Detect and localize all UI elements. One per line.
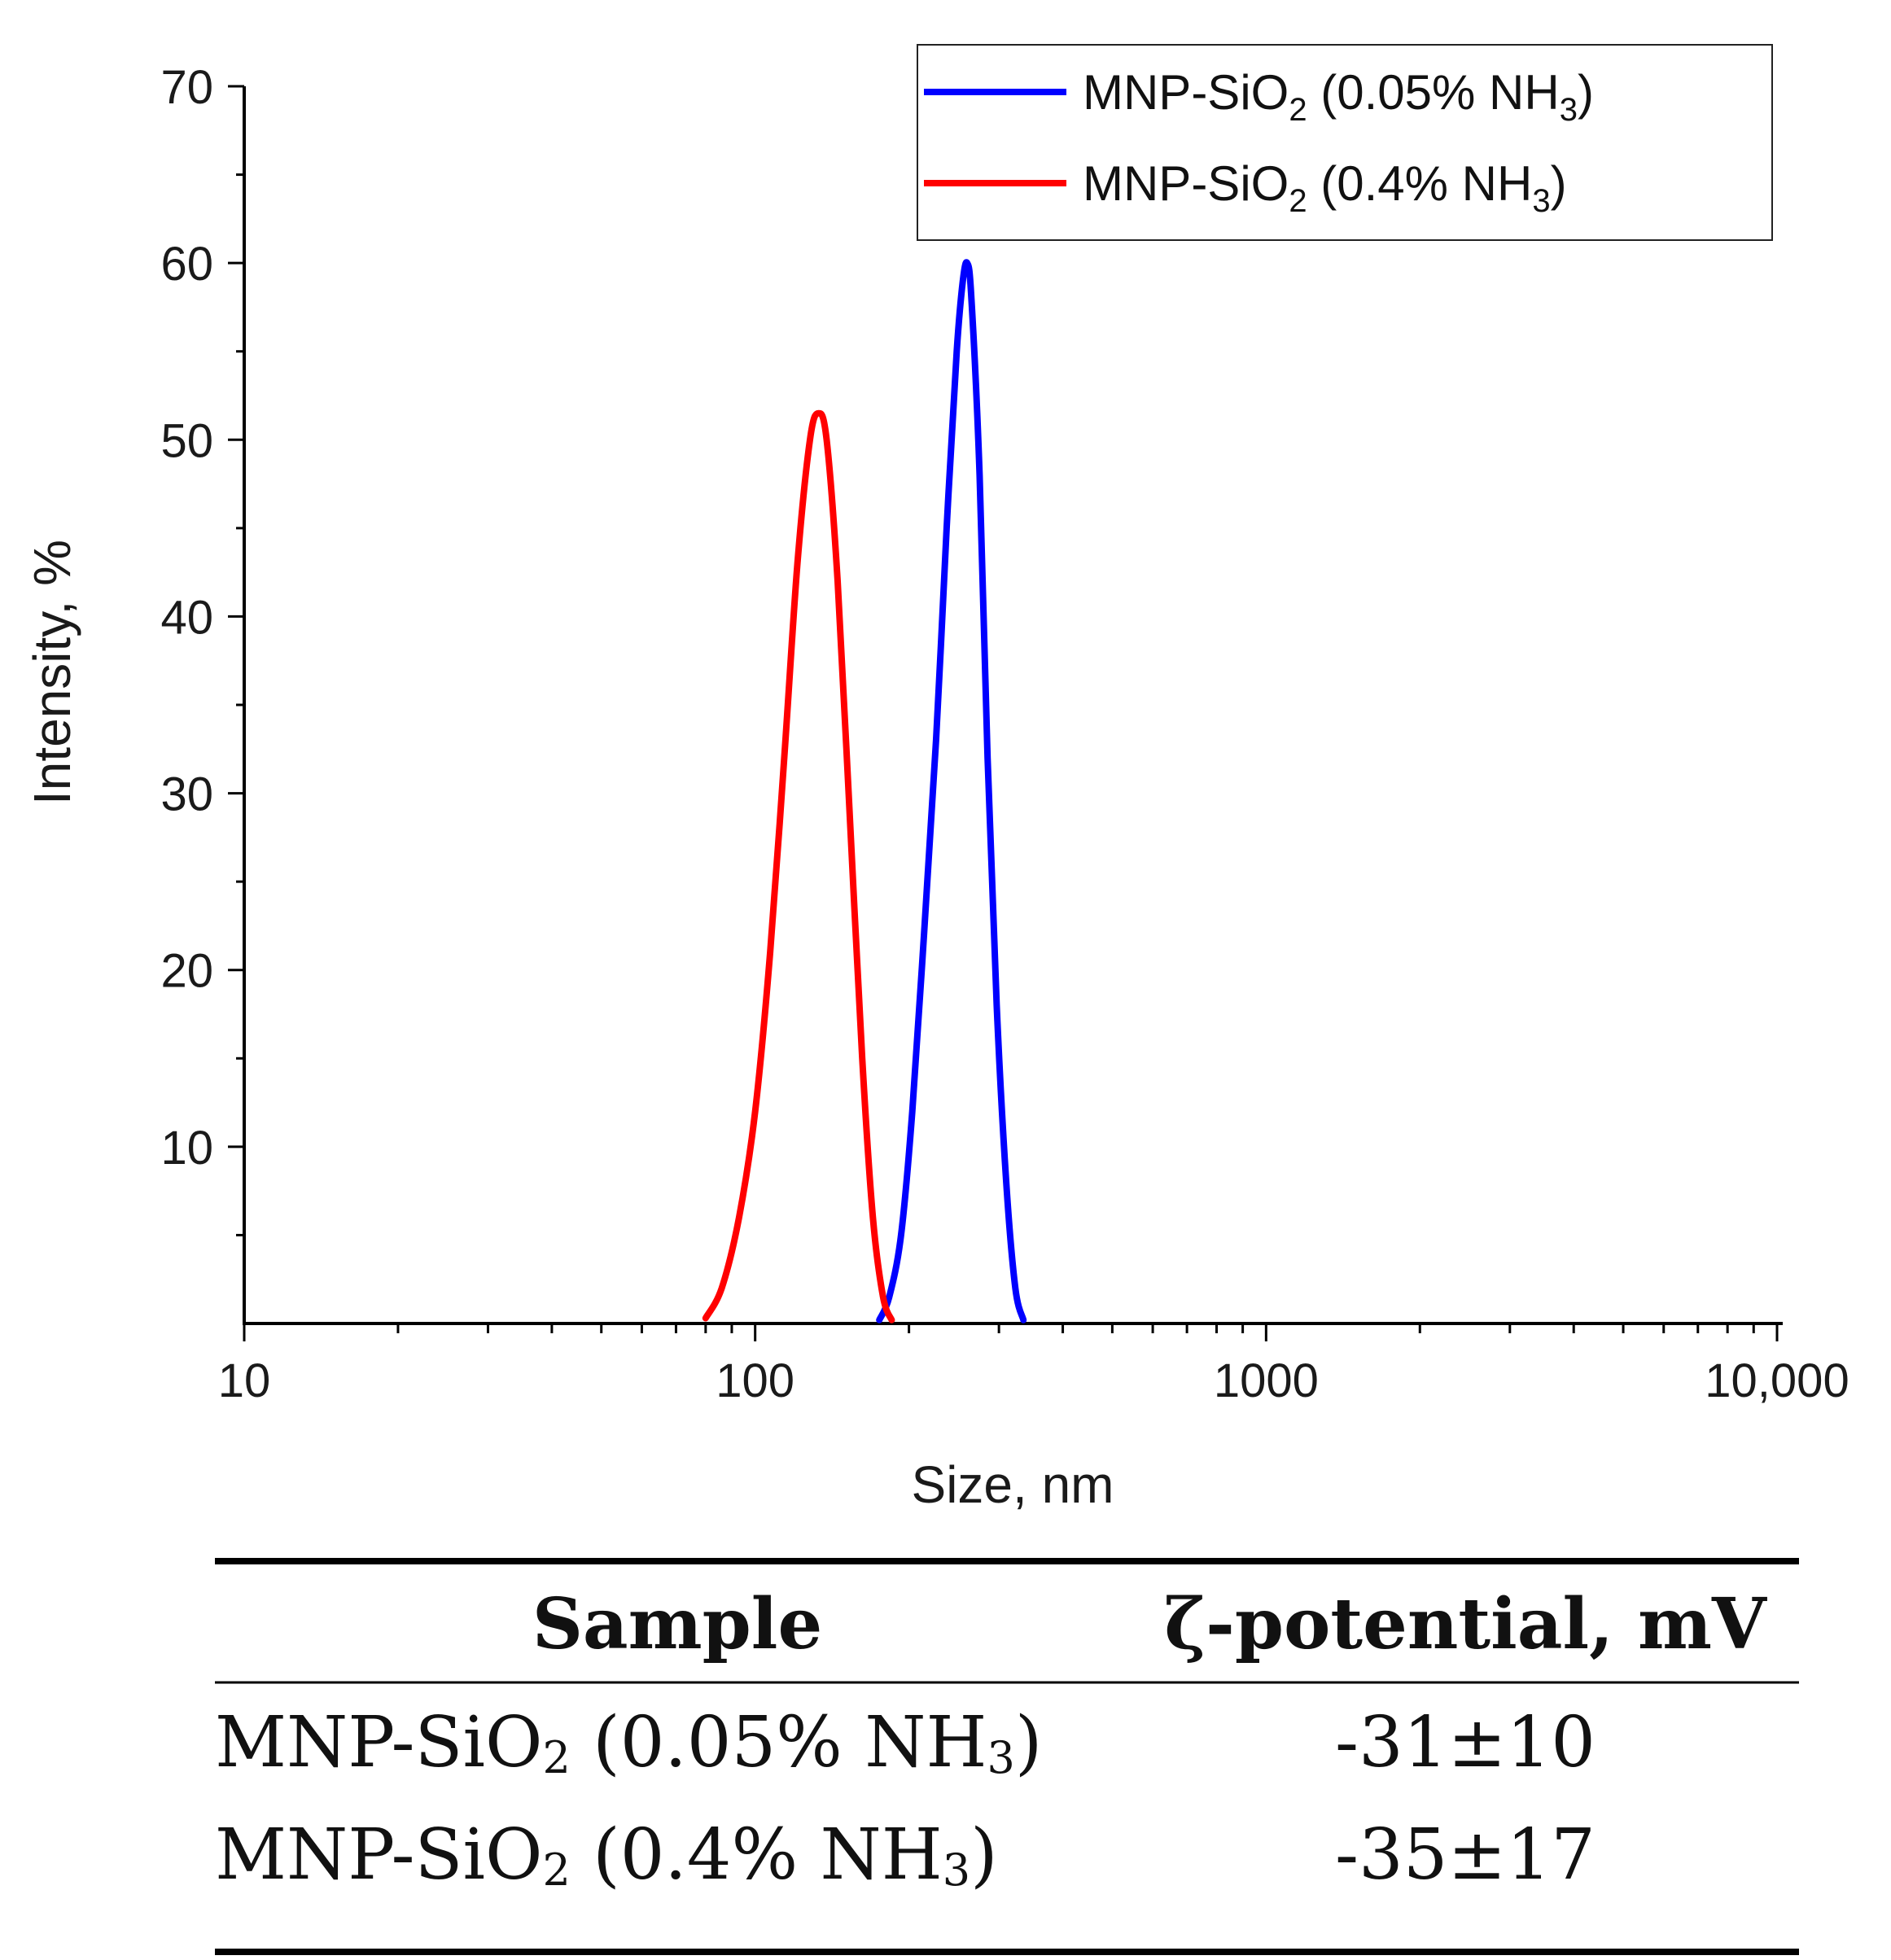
- table-row-1-sample: MNP-SiO2 (0.05% NH3): [215, 1702, 1042, 1783]
- y-tick-label: 60: [160, 238, 213, 291]
- y-tick-label: 50: [160, 414, 213, 467]
- legend-label-1: MNP-SiO2 (0.05% NH3): [1083, 65, 1594, 128]
- series-line-2: [702, 409, 895, 1323]
- x-tick-label: 10,000: [1705, 1354, 1849, 1407]
- x-tick-label: 100: [716, 1354, 794, 1407]
- y-axis-title: Intensity, %: [23, 540, 81, 805]
- table-row-1-zeta: -31±10: [1335, 1702, 1596, 1783]
- zeta-potential-table: Sample ζ-potential, mV MNP-SiO2 (0.05% N…: [215, 1558, 1799, 1955]
- y-tick-label: 70: [160, 61, 213, 114]
- y-tick-label: 10: [160, 1122, 213, 1175]
- series-lines: [702, 259, 1027, 1323]
- chart-area: 10 20 30 40 50 60 70 10 100 1000 10,000 Intensity…: [23, 61, 1849, 1514]
- y-tick-label: 20: [160, 945, 213, 998]
- y-tick-label: 40: [160, 591, 213, 644]
- y-ticks: 10 20 30 40 50 60 70: [160, 61, 244, 1236]
- x-tick-label: 1000: [1214, 1354, 1319, 1407]
- table-row-2-sample: MNP-SiO2 (0.4% NH3): [215, 1814, 998, 1896]
- table-header-sample: Sample: [532, 1583, 822, 1665]
- legend-label-2: MNP-SiO2 (0.4% NH3): [1083, 156, 1567, 219]
- y-tick-label: 30: [160, 768, 213, 821]
- x-tick-label: 10: [218, 1354, 271, 1407]
- x-ticks: 10 100 1000 10,000: [218, 1323, 1849, 1407]
- legend: MNP-SiO2 (0.05% NH3) MNP-SiO2 (0.4% NH3): [917, 44, 1773, 241]
- series-line-1: [876, 259, 1027, 1323]
- x-axis-title: Size, nm: [912, 1455, 1114, 1514]
- table-header-zeta: ζ-potential, mV: [1164, 1583, 1767, 1665]
- table-row-2-zeta: -35±17: [1335, 1814, 1596, 1896]
- legend-box: [917, 44, 1773, 241]
